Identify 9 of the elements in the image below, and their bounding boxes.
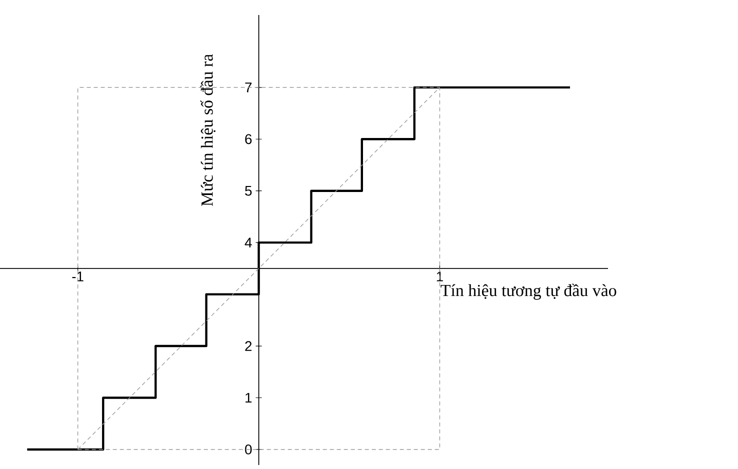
y-tick-label: 5 — [245, 186, 252, 196]
y-tick-label: 1 — [246, 392, 252, 403]
y-tick-label: 0 — [245, 444, 252, 454]
y-tick-label: 7 — [245, 82, 252, 92]
y-axis-title: Mức tín hiệu số đầu ra — [200, 54, 216, 206]
x-axis-title: Tín hiệu tương tự đầu vào — [440, 284, 616, 300]
y-tick-label: 4 — [244, 238, 252, 248]
y-tick-label: 6 — [245, 134, 252, 144]
y-tick-label: 2 — [245, 341, 252, 351]
